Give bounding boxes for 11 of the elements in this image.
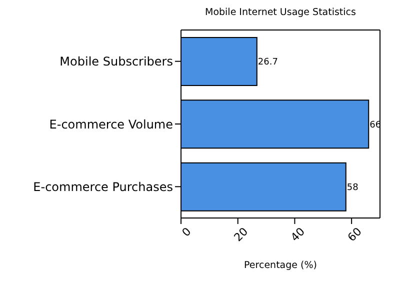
y-tick-label: E-commerce Purchases (33, 180, 173, 194)
chart-title: Mobile Internet Usage Statistics (204, 7, 357, 18)
x-tick-label: 0 (180, 225, 194, 240)
x-tick-label: 40 (288, 225, 308, 244)
x-axis-title: Percentage (%) (244, 260, 317, 271)
x-tick-label: 20 (231, 225, 251, 244)
data-label: 26.7 (258, 58, 278, 68)
y-tick-label: Mobile Subscribers (60, 54, 173, 69)
data-label: 58 (346, 183, 359, 194)
y-tick-label: E-commerce Volume (49, 117, 173, 132)
x-tick-label: 60 (345, 225, 364, 244)
